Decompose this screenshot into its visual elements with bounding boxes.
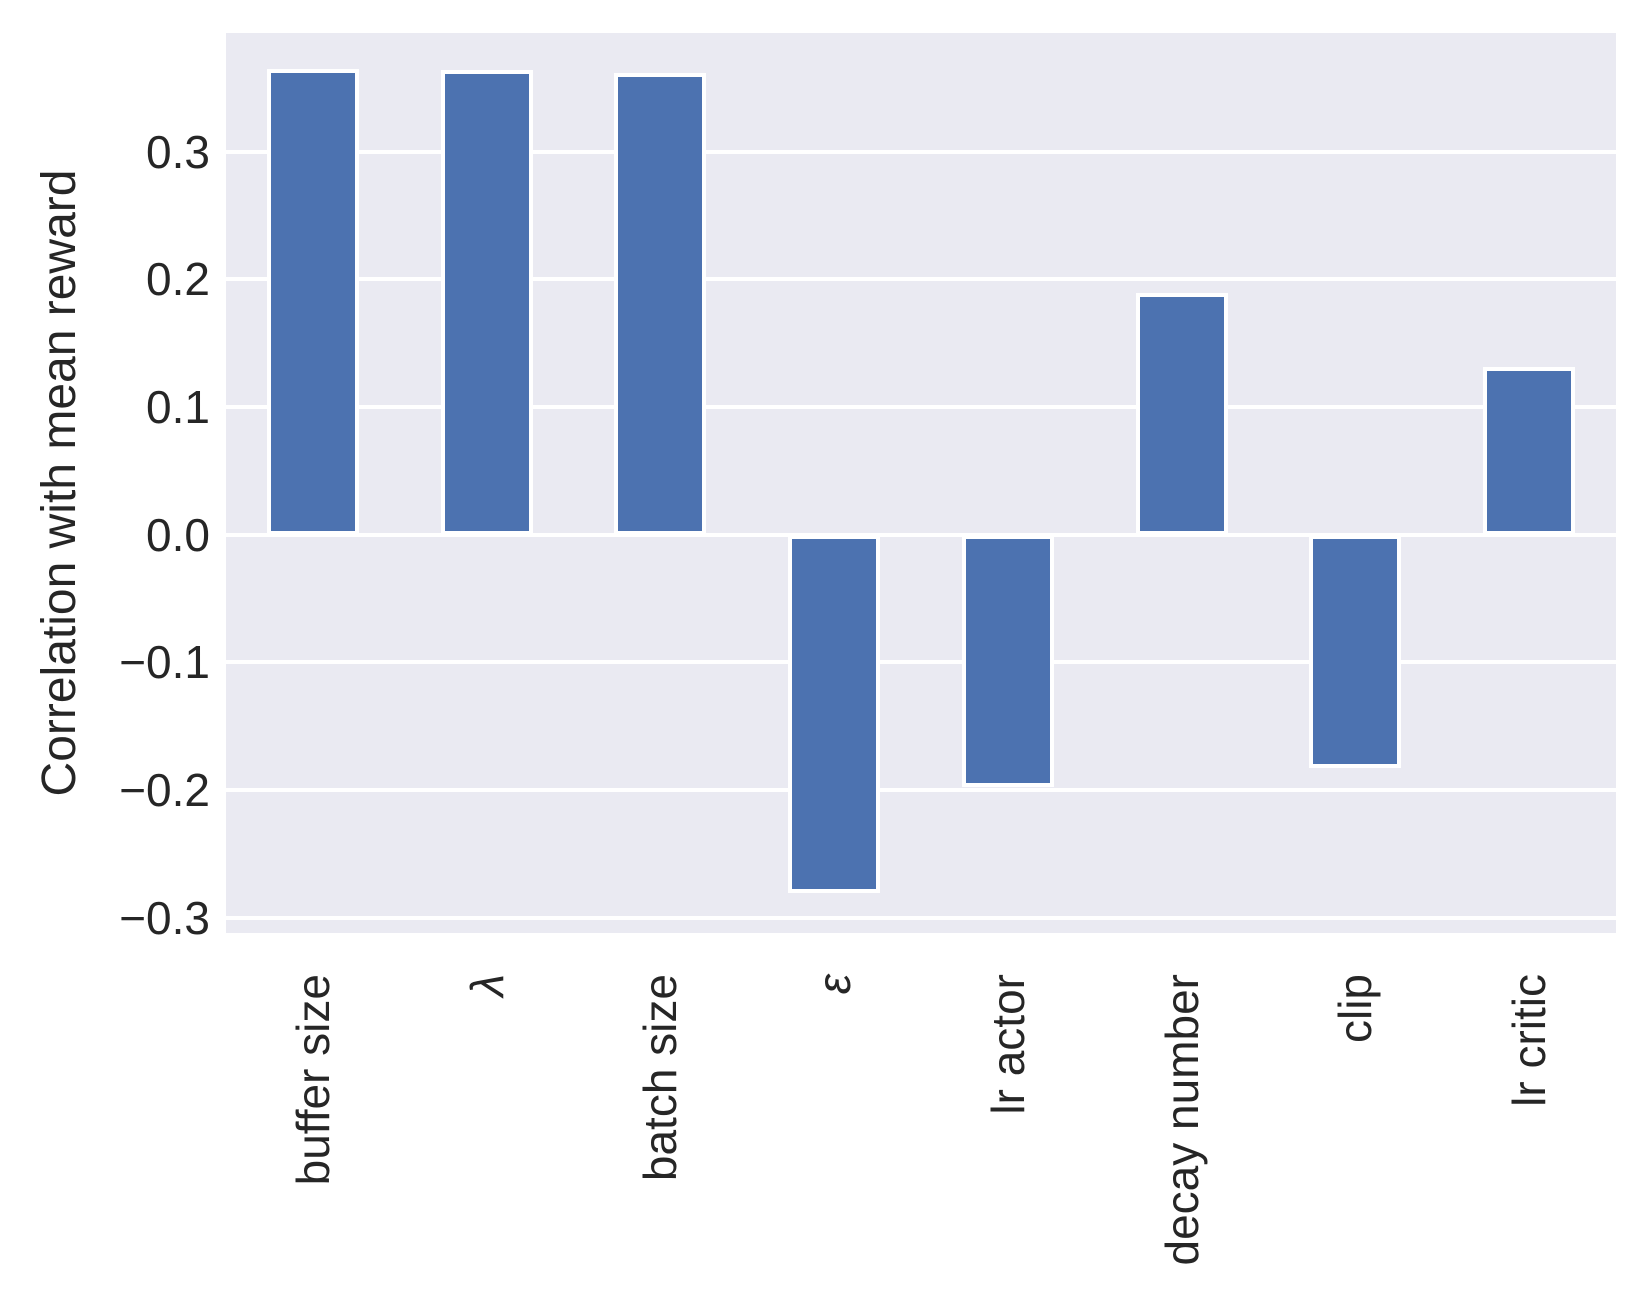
y-tick-label: −0.3 [119, 891, 210, 944]
y-tick-label: 0.1 [146, 381, 210, 434]
bar-lr-critic [1483, 367, 1576, 535]
gridline [226, 915, 1616, 920]
x-tick-label: lr critic [1503, 974, 1556, 1107]
x-tick-label: decay number [1155, 974, 1208, 1266]
bar-λ [440, 70, 533, 535]
gridline [226, 788, 1616, 793]
x-tick-label: lr actor [981, 974, 1034, 1115]
y-tick-label: 0.3 [146, 125, 210, 178]
gridline [226, 532, 1616, 537]
x-tick-label: buffer size [286, 974, 339, 1186]
y-tick-label: 0.0 [146, 508, 210, 561]
bar-clip [1309, 534, 1402, 769]
y-tick-label: −0.2 [119, 764, 210, 817]
y-tick-label: 0.2 [146, 253, 210, 306]
gridline [226, 149, 1616, 154]
bar-batch-size [614, 72, 707, 535]
bar-lr-actor [961, 534, 1054, 788]
x-tick-label: λ [460, 974, 513, 997]
x-tick-label: batch size [634, 974, 687, 1182]
bar-buffer-size [266, 68, 359, 535]
y-tick-label: −0.1 [119, 636, 210, 689]
bar-decay-number [1135, 293, 1228, 535]
gridline [226, 405, 1616, 410]
bar-ε [788, 534, 881, 894]
x-tick-label: ε [808, 974, 861, 995]
gridline [226, 277, 1616, 282]
x-tick-label: clip [1329, 974, 1382, 1044]
plot-area [226, 33, 1616, 933]
gridline [226, 660, 1616, 665]
